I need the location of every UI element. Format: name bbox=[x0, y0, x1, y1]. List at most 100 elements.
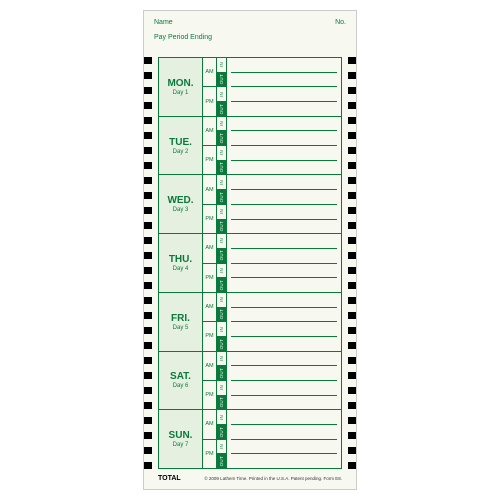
day-row: SUN.Day 7AMPMINOUTINOUT bbox=[159, 410, 341, 468]
in-cell: IN bbox=[217, 293, 226, 308]
write-line bbox=[231, 175, 337, 190]
write-line bbox=[231, 337, 337, 351]
feed-tick bbox=[144, 162, 152, 169]
in-cell: IN bbox=[217, 175, 226, 190]
feed-tick bbox=[144, 102, 152, 109]
feed-tick bbox=[348, 267, 356, 274]
feed-tick bbox=[348, 387, 356, 394]
feed-tick bbox=[348, 372, 356, 379]
ampm-column: AMPM bbox=[203, 410, 217, 468]
feed-tick bbox=[144, 342, 152, 349]
feed-tick bbox=[144, 297, 152, 304]
write-line bbox=[231, 396, 337, 410]
spacer bbox=[173, 19, 335, 26]
out-cell: OUT bbox=[217, 73, 226, 88]
write-line bbox=[231, 440, 337, 455]
ampm-column: AMPM bbox=[203, 234, 217, 292]
inout-column: INOUTINOUT bbox=[217, 58, 227, 116]
feed-tick bbox=[348, 357, 356, 364]
feed-tick bbox=[348, 252, 356, 259]
write-line bbox=[231, 293, 337, 308]
write-line bbox=[231, 352, 337, 367]
feed-tick bbox=[144, 402, 152, 409]
inout-column: INOUTINOUT bbox=[217, 117, 227, 175]
write-line bbox=[231, 190, 337, 205]
feed-tick bbox=[144, 147, 152, 154]
in-cell: IN bbox=[217, 440, 226, 455]
write-line bbox=[231, 131, 337, 146]
feed-tick bbox=[348, 327, 356, 334]
write-lines bbox=[227, 58, 341, 116]
am-cell: AM bbox=[203, 352, 216, 381]
day-cell: THU.Day 4 bbox=[159, 234, 203, 292]
feed-tick bbox=[348, 417, 356, 424]
days-grid: MON.Day 1AMPMINOUTINOUTTUE.Day 2AMPMINOU… bbox=[158, 57, 342, 469]
inout-column: INOUTINOUT bbox=[217, 352, 227, 410]
day-abbr: FRI. bbox=[171, 313, 190, 324]
day-cell: FRI.Day 5 bbox=[159, 293, 203, 351]
day-abbr: SAT. bbox=[170, 371, 191, 382]
in-cell: IN bbox=[217, 117, 226, 132]
header: Name No. Pay Period Ending bbox=[144, 11, 356, 45]
day-number: Day 5 bbox=[173, 325, 189, 331]
feed-tick bbox=[348, 87, 356, 94]
day-cell: WED.Day 3 bbox=[159, 175, 203, 233]
write-lines bbox=[227, 410, 341, 468]
write-line bbox=[231, 220, 337, 234]
feed-tick bbox=[348, 117, 356, 124]
no-label: No. bbox=[335, 19, 346, 26]
feed-tick bbox=[144, 372, 152, 379]
day-number: Day 6 bbox=[173, 383, 189, 389]
pm-cell: PM bbox=[203, 322, 216, 350]
in-cell: IN bbox=[217, 381, 226, 396]
write-lines bbox=[227, 293, 341, 351]
write-line bbox=[231, 102, 337, 116]
out-cell: OUT bbox=[217, 220, 226, 234]
feed-tick bbox=[348, 177, 356, 184]
out-cell: OUT bbox=[217, 190, 226, 205]
day-number: Day 7 bbox=[173, 442, 189, 448]
inout-column: INOUTINOUT bbox=[217, 175, 227, 233]
feed-tick bbox=[144, 267, 152, 274]
am-cell: AM bbox=[203, 175, 216, 204]
write-line bbox=[231, 278, 337, 292]
write-line bbox=[231, 117, 337, 132]
write-line bbox=[231, 146, 337, 161]
day-abbr: SUN. bbox=[169, 430, 193, 441]
day-row: MON.Day 1AMPMINOUTINOUT bbox=[159, 58, 341, 117]
day-abbr: MON. bbox=[167, 78, 193, 89]
am-cell: AM bbox=[203, 117, 216, 146]
out-cell: OUT bbox=[217, 366, 226, 381]
day-number: Day 1 bbox=[173, 90, 189, 96]
in-cell: IN bbox=[217, 87, 226, 102]
write-line bbox=[231, 410, 337, 425]
feed-tick bbox=[348, 72, 356, 79]
feed-tick bbox=[144, 207, 152, 214]
day-abbr: WED. bbox=[167, 195, 193, 206]
day-number: Day 4 bbox=[173, 266, 189, 272]
feed-tick bbox=[348, 342, 356, 349]
inout-column: INOUTINOUT bbox=[217, 293, 227, 351]
write-line bbox=[231, 205, 337, 220]
out-cell: OUT bbox=[217, 102, 226, 116]
out-cell: OUT bbox=[217, 425, 226, 440]
ampm-column: AMPM bbox=[203, 352, 217, 410]
feed-tick bbox=[144, 462, 152, 469]
in-cell: IN bbox=[217, 234, 226, 249]
pay-period-label: Pay Period Ending bbox=[154, 34, 346, 41]
write-lines bbox=[227, 117, 341, 175]
am-cell: AM bbox=[203, 293, 216, 322]
footer: TOTAL © 2009 Lathem Time. Printed in the… bbox=[158, 471, 342, 485]
feed-tick bbox=[144, 312, 152, 319]
feed-tick bbox=[144, 357, 152, 364]
in-cell: IN bbox=[217, 146, 226, 161]
out-cell: OUT bbox=[217, 131, 226, 146]
day-row: WED.Day 3AMPMINOUTINOUT bbox=[159, 175, 341, 234]
write-line bbox=[231, 425, 337, 440]
day-number: Day 2 bbox=[173, 149, 189, 155]
am-cell: AM bbox=[203, 58, 216, 87]
day-cell: MON.Day 1 bbox=[159, 58, 203, 116]
feed-tick bbox=[144, 252, 152, 259]
feed-ticks-left bbox=[144, 57, 152, 469]
feed-tick bbox=[348, 192, 356, 199]
